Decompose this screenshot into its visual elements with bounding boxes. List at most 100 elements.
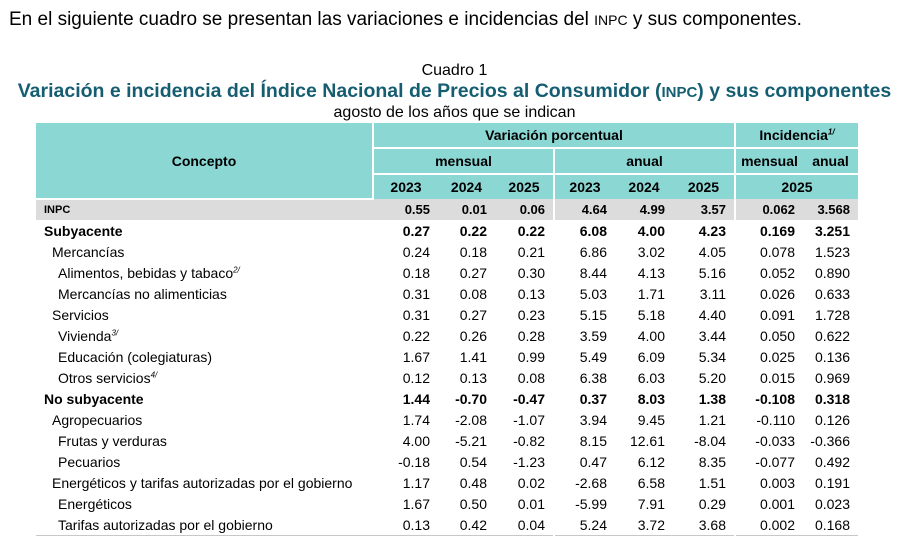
- cell-value: 0.062: [734, 199, 803, 220]
- table-row: Servicios 0.31 0.27 0.23 5.15 5.18 4.40 0.091 1.…: [36, 304, 858, 325]
- cell-value: 3.72: [615, 514, 673, 536]
- cell-value: 0.633: [814, 285, 850, 302]
- cell-value: 0.50: [459, 495, 487, 512]
- cell-value: 0.48: [459, 474, 487, 491]
- header-year: 2024: [615, 174, 673, 199]
- cell-value: 0.55: [373, 199, 438, 220]
- table-row: Agropecuarios 1.74 -2.08 -1.07 3.94 9.45 1.21-…: [36, 409, 858, 430]
- cell-value: 1.74: [402, 411, 430, 428]
- header-inc-year: 2025: [734, 174, 858, 199]
- cell-value: 0.27: [402, 222, 430, 239]
- cell-value: 0.01: [438, 199, 495, 220]
- cell-value: 8.03: [637, 390, 665, 407]
- cell-value: 0.003: [734, 472, 803, 493]
- cell-value: 0.08: [459, 285, 487, 302]
- cell-value: -1.23: [513, 453, 545, 470]
- cell-value: 6.58: [637, 474, 665, 491]
- cell-value: 0.31: [402, 285, 430, 302]
- cell-value: 0.54: [459, 453, 487, 470]
- cell-value: 0.01: [517, 495, 545, 512]
- row-label: Mercancías no alimenticias: [58, 285, 227, 302]
- cell-value: 4.23: [698, 222, 726, 239]
- cell-value: 0.023: [814, 495, 850, 512]
- row-label: Frutas y verduras: [58, 432, 167, 449]
- cell-value: 0.27: [459, 306, 487, 323]
- cell-value: 0.001: [734, 493, 803, 514]
- cell-value: 0.890: [814, 264, 850, 281]
- cell-value: 12.61: [629, 432, 665, 449]
- cell-value: 0.28: [517, 327, 545, 344]
- table-row: Energéticos 1.67 0.50 0.01 -5.99 7.91 0.29 0.00…: [36, 493, 858, 514]
- cell-value: 0.21: [517, 243, 545, 260]
- cell-value: 8.44: [553, 262, 615, 283]
- cell-value: 5.20: [698, 369, 726, 386]
- cell-value: 3.68: [673, 514, 735, 536]
- cell-value: 1.71: [637, 285, 665, 302]
- cell-value: 0.169: [734, 220, 803, 241]
- cell-value: 3.568: [803, 199, 858, 220]
- row-label: Mercancías: [52, 243, 125, 260]
- cell-value: 1.21: [698, 411, 726, 428]
- cell-value: 0.13: [517, 285, 545, 302]
- row-label: Agropecuarios: [52, 411, 143, 428]
- cell-value: 5.24: [553, 514, 615, 536]
- cell-value: 0.191: [814, 474, 850, 491]
- table-row: Mercancías no alimenticias 0.31 0.08 0.13 5.…: [36, 283, 858, 304]
- cell-value: 9.45: [637, 411, 665, 428]
- table-title: Variación e incidencia del Índice Nacion…: [17, 80, 892, 102]
- row-label: Servicios: [52, 306, 109, 323]
- cell-value: 0.26: [459, 327, 487, 344]
- row-label: Subyacente: [44, 222, 123, 239]
- table-row: Otros servicios4/0.12 0.13 0.08 6.38 6.03 5.2…: [36, 367, 858, 388]
- cell-value: 0.42: [438, 514, 495, 536]
- table-row: Subyacente 0.27 0.22 0.22 6.08 4.00 4.23 0.169 3…: [36, 220, 858, 241]
- cell-value: 1.38: [698, 390, 726, 407]
- cell-value: 3.44: [698, 327, 726, 344]
- cell-value: 4.00: [637, 222, 665, 239]
- cell-value: -0.077: [734, 451, 803, 472]
- cell-value: 0.052: [734, 262, 803, 283]
- cell-value: 7.91: [637, 495, 665, 512]
- intro-abbr: INPC: [594, 12, 628, 28]
- cell-value: -0.366: [810, 432, 850, 449]
- cell-value: 0.27: [459, 264, 487, 281]
- cell-value: 0.492: [814, 453, 850, 470]
- cell-value: 0.08: [517, 369, 545, 386]
- cell-value: 3.11: [699, 285, 726, 302]
- cell-value: 4.13: [637, 264, 665, 281]
- table-row: Educación (colegiaturas) 1.67 1.41 0.99 5.49…: [36, 346, 858, 367]
- cell-value: 4.05: [698, 243, 726, 260]
- cell-value: 6.09: [637, 348, 665, 365]
- cuadro-label: Cuadro 1: [421, 62, 488, 79]
- cell-value: 5.18: [637, 306, 665, 323]
- cell-value: 5.34: [698, 348, 726, 365]
- cell-value: 3.57: [673, 199, 735, 220]
- cell-value: 0.24: [402, 243, 430, 260]
- header-anual: anual: [553, 148, 735, 175]
- cell-value: 4.00: [637, 327, 665, 344]
- cell-value: 0.078: [734, 241, 803, 262]
- header-inc-anual: anual: [803, 148, 858, 175]
- cell-value: 0.37: [553, 388, 615, 409]
- table-row: Pecuarios -0.18 0.54 -1.23 0.47 6.12 8.35 -0.07…: [36, 451, 858, 472]
- cell-value: 3.59: [553, 325, 615, 346]
- header-year: 2025: [673, 174, 735, 199]
- table-row: INPC 0.55 0.01 0.06 4.64 4.99 3.57 0.062 3.568: [36, 199, 858, 220]
- row-label: Vivienda3/: [58, 327, 119, 344]
- cell-value: 5.15: [553, 304, 615, 325]
- header-incidencia: Incidencia1/: [734, 123, 858, 149]
- cell-value: 1.17: [402, 474, 430, 491]
- cell-value: 4.00: [402, 432, 430, 449]
- cell-value: 6.08: [553, 220, 615, 241]
- cell-value: -0.70: [455, 390, 487, 407]
- table-row: Alimentos, bebidas y tabaco2/0.18 0.27 0.3…: [36, 262, 858, 283]
- header-year: 2023: [553, 174, 615, 199]
- cell-value: 0.318: [814, 390, 850, 407]
- row-label: Otros servicios4/: [58, 369, 158, 386]
- cell-value: 0.18: [459, 243, 487, 260]
- header-mensual: mensual: [373, 148, 554, 175]
- row-label: Energéticos y tarifas autorizadas por el…: [52, 474, 353, 491]
- cell-value: -0.108: [734, 388, 803, 409]
- cell-value: 1.51: [698, 474, 726, 491]
- cell-value: 6.12: [637, 453, 665, 470]
